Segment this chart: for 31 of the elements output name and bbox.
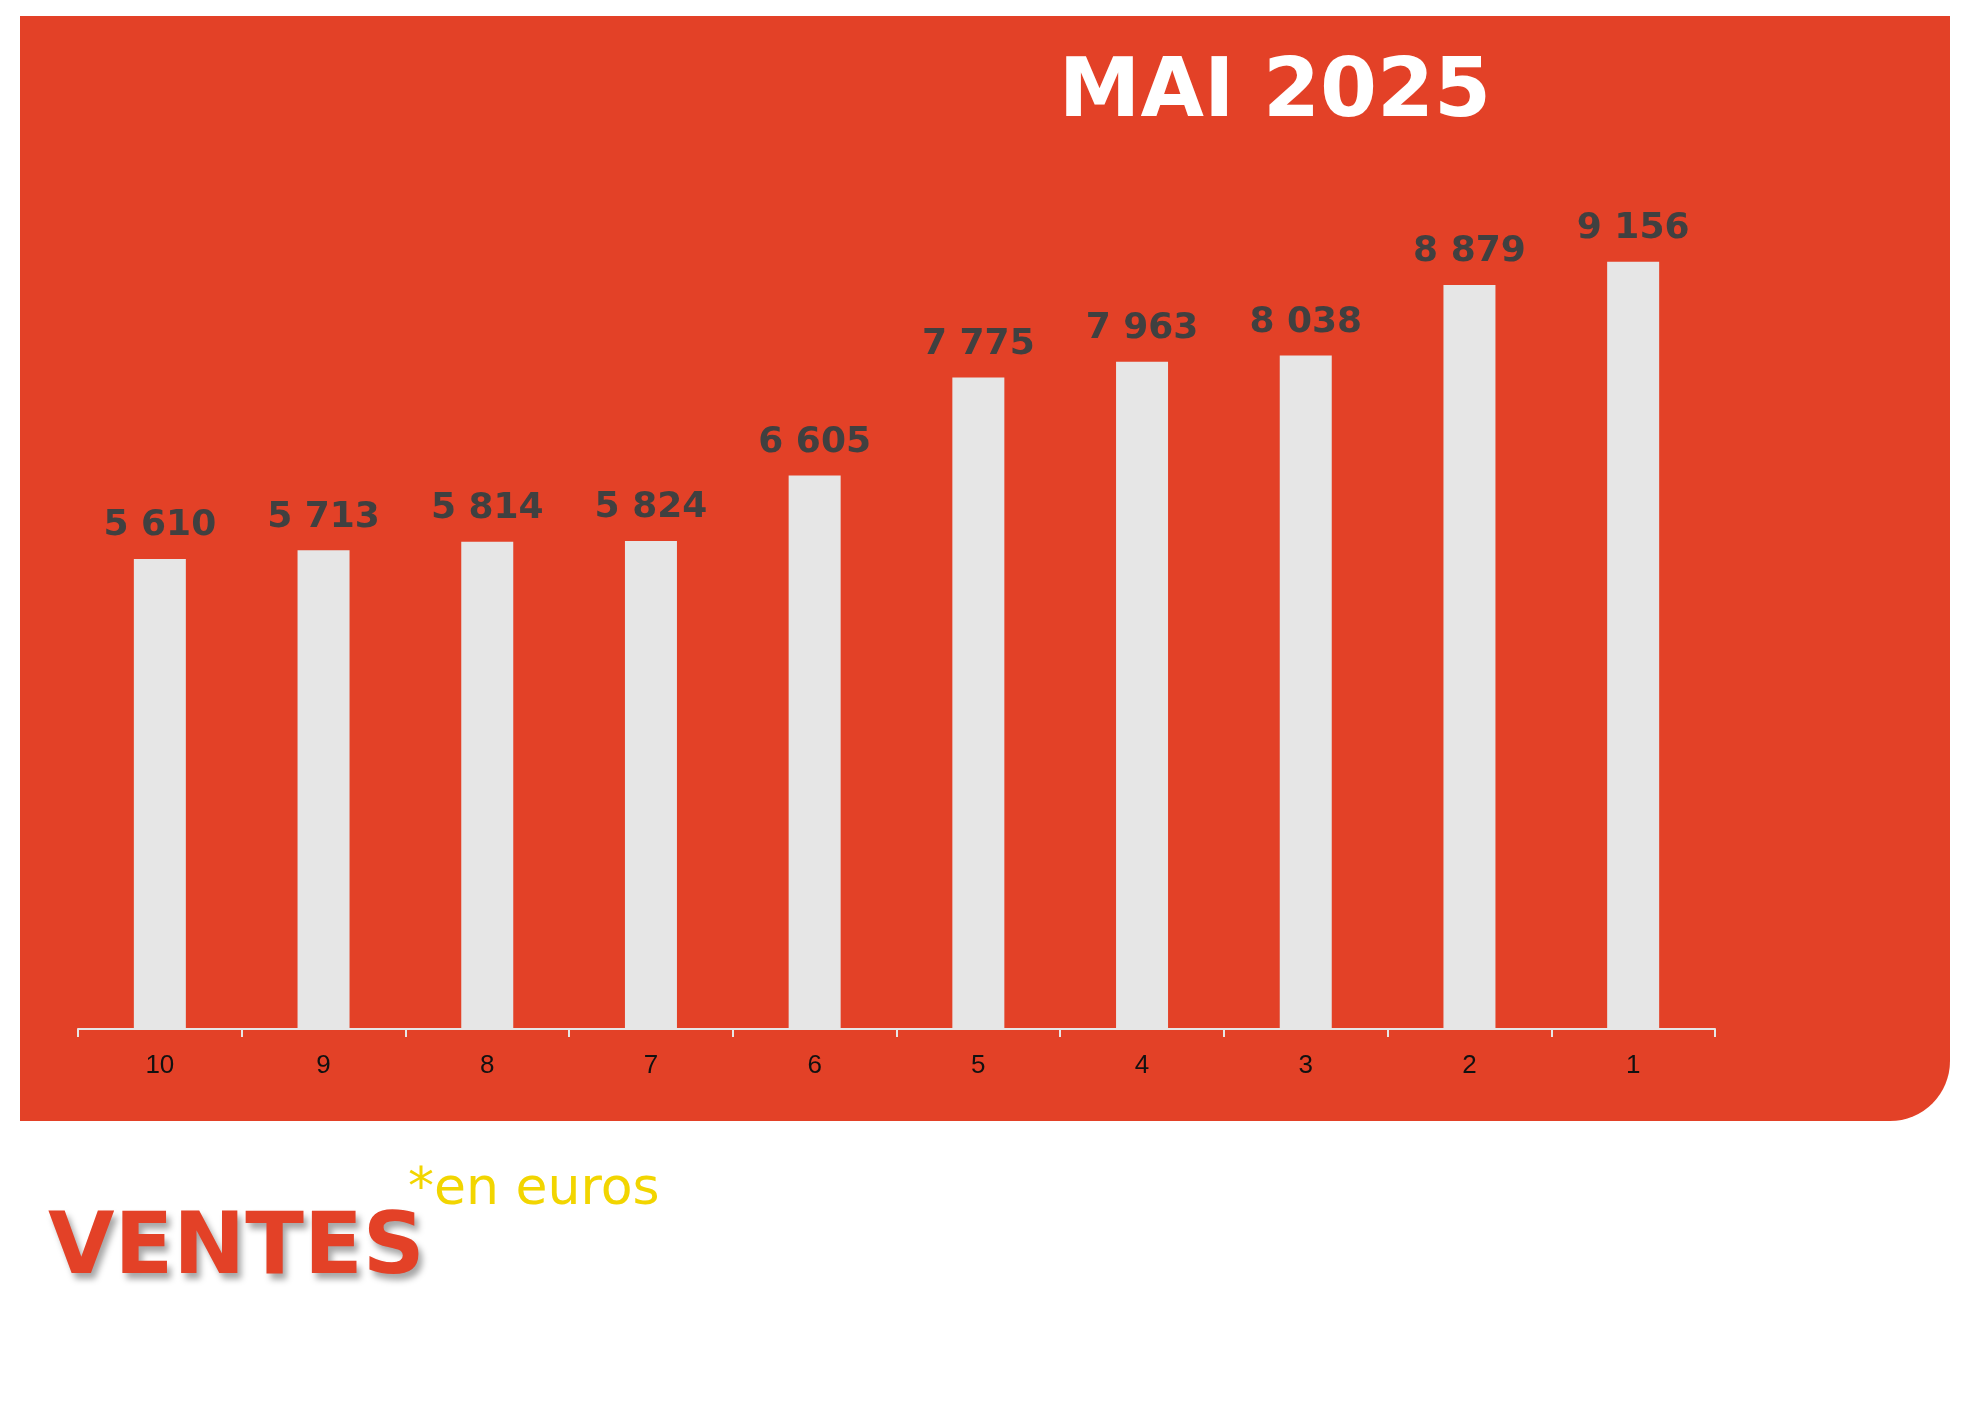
bar xyxy=(1607,261,1660,1029)
bar xyxy=(461,541,514,1029)
x-tick-label: 3 xyxy=(1298,1049,1313,1079)
data-label: 8 038 xyxy=(1249,298,1363,340)
bar xyxy=(297,550,350,1029)
data-label: 5 824 xyxy=(594,484,708,526)
data-label: 9 156 xyxy=(1576,205,1690,247)
x-tick-label: 9 xyxy=(316,1049,331,1079)
data-label: 8 879 xyxy=(1413,228,1526,270)
data-label: 5 814 xyxy=(430,485,544,527)
data-label: 7 963 xyxy=(1085,305,1199,347)
data-label: 7 775 xyxy=(921,320,1035,362)
x-tick-label: 2 xyxy=(1462,1049,1477,1079)
bar xyxy=(624,540,677,1029)
data-label: 5 713 xyxy=(267,493,380,535)
chart-title: MAI 2025 xyxy=(1058,39,1492,135)
x-tick-label: 5 xyxy=(971,1049,986,1079)
bar xyxy=(1443,284,1496,1029)
bar xyxy=(133,558,186,1029)
bar xyxy=(1116,361,1169,1029)
bar xyxy=(1279,355,1332,1029)
x-tick-label: 7 xyxy=(643,1049,659,1079)
data-label: 5 610 xyxy=(103,502,217,544)
x-tick-label: 4 xyxy=(1134,1049,1150,1079)
x-tick-label: 10 xyxy=(145,1049,175,1079)
x-tick-label: 8 xyxy=(480,1049,495,1079)
bar xyxy=(952,377,1005,1029)
x-tick-label: 1 xyxy=(1625,1049,1641,1079)
x-tick-label: 6 xyxy=(807,1049,822,1079)
bar xyxy=(788,475,841,1029)
data-label: 6 605 xyxy=(758,419,872,460)
